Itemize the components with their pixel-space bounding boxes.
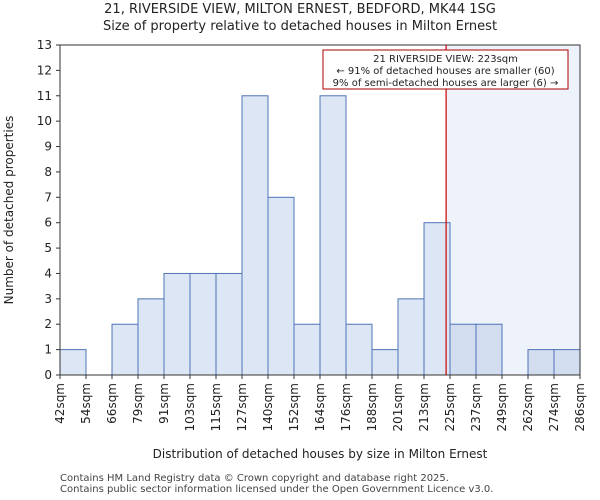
chart-title-address: 21, RIVERSIDE VIEW, MILTON ERNEST, BEDFO… xyxy=(104,2,496,17)
histogram-bar xyxy=(189,272,217,376)
y-tick-label: 3 xyxy=(44,292,52,306)
y-tick-label: 11 xyxy=(37,89,52,103)
histogram-bar xyxy=(345,323,373,376)
y-tick-label: 2 xyxy=(44,317,52,331)
x-tick-label: 66sqm xyxy=(105,383,119,424)
x-tick-label: 79sqm xyxy=(131,383,145,424)
y-tick-label: 6 xyxy=(44,216,52,230)
y-tick-label: 4 xyxy=(44,266,52,280)
histogram-bar xyxy=(267,196,295,376)
x-tick-label: 42sqm xyxy=(53,383,67,424)
x-tick-label: 188sqm xyxy=(365,383,379,431)
y-tick-label: 13 xyxy=(37,38,52,52)
histogram-bar xyxy=(137,298,165,376)
x-tick-label: 201sqm xyxy=(391,383,405,431)
x-tick-label: 176sqm xyxy=(339,383,353,431)
histogram-bar xyxy=(215,272,243,376)
histogram-bar xyxy=(319,95,347,376)
annotation-line-address: 21 RIVERSIDE VIEW: 223sqm xyxy=(373,54,518,65)
x-tick-label: 140sqm xyxy=(261,383,275,431)
histogram-bar xyxy=(293,323,321,376)
y-tick-label: 8 xyxy=(44,165,52,179)
chart-subtitle: Size of property relative to detached ho… xyxy=(102,19,498,34)
histogram-bar xyxy=(59,349,87,376)
footer-copyright: Contains HM Land Registry data © Crown c… xyxy=(60,473,449,484)
x-tick-label: 225sqm xyxy=(443,383,457,431)
x-tick-label: 127sqm xyxy=(235,383,249,431)
annotation-box xyxy=(322,49,569,90)
annotation-line-larger: 9% of semi-detached houses are larger (6… xyxy=(333,78,559,89)
histogram-bar xyxy=(475,323,503,376)
histogram-bar xyxy=(241,95,269,376)
y-tick-label: 0 xyxy=(44,368,52,382)
y-tick-label: 9 xyxy=(44,140,52,154)
y-axis-title: Number of detached properties xyxy=(2,116,16,305)
x-tick-label: 274sqm xyxy=(547,383,561,431)
x-tick-label: 237sqm xyxy=(469,383,483,431)
x-tick-label: 249sqm xyxy=(495,383,509,431)
y-tick-label: 12 xyxy=(37,63,52,77)
y-tick-label: 5 xyxy=(44,241,52,255)
x-tick-label: 262sqm xyxy=(521,383,535,431)
histogram-bar xyxy=(111,323,139,376)
y-tick-label: 7 xyxy=(44,190,52,204)
x-tick-label: 213sqm xyxy=(417,383,431,431)
x-axis-title: Distribution of detached houses by size … xyxy=(153,447,488,461)
annotation-line-smaller: ← 91% of detached houses are smaller (60… xyxy=(336,66,554,77)
histogram-bar xyxy=(449,323,477,376)
y-tick-label: 10 xyxy=(37,114,52,128)
x-tick-label: 103sqm xyxy=(183,383,197,431)
histogram-bar xyxy=(163,272,191,376)
footer-licence: Contains public sector information licen… xyxy=(60,484,494,495)
histogram-bar xyxy=(527,349,555,376)
x-tick-label: 286sqm xyxy=(573,383,587,431)
x-tick-label: 115sqm xyxy=(209,383,223,431)
histogram-bar xyxy=(553,349,581,376)
y-tick-label: 1 xyxy=(44,343,52,357)
x-tick-label: 164sqm xyxy=(313,383,327,431)
highlight-region xyxy=(446,45,580,375)
x-tick-label: 152sqm xyxy=(287,383,301,431)
histogram-bar xyxy=(397,298,425,376)
x-tick-label: 91sqm xyxy=(157,383,171,424)
x-tick-label: 54sqm xyxy=(79,383,93,424)
histogram-bar xyxy=(371,349,399,376)
